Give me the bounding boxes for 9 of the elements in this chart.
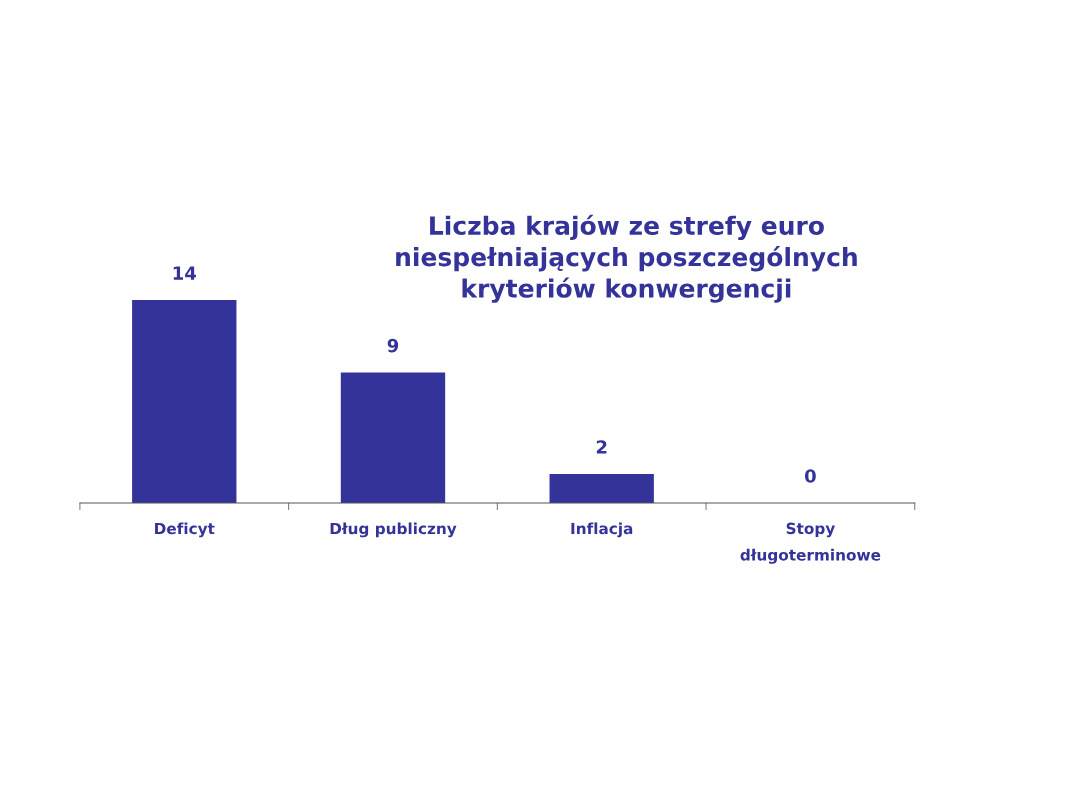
data-label: 14 (173, 266, 197, 280)
data-label: 0 (804, 469, 816, 483)
x-tick-label: Deficyt (155, 522, 215, 538)
chart-title: Liczba krajów ze strefy euro niespełniających poszczególnych kryteriów konwergencji (396, 214, 857, 303)
x-tick-label: Stopy długoterminowe (740, 522, 881, 564)
x-tick-label: Dług publiczny (330, 522, 457, 538)
x-tick-label: Inflacja (571, 522, 633, 538)
data-label: 2 (596, 440, 607, 454)
data-label: 9 (387, 338, 399, 353)
